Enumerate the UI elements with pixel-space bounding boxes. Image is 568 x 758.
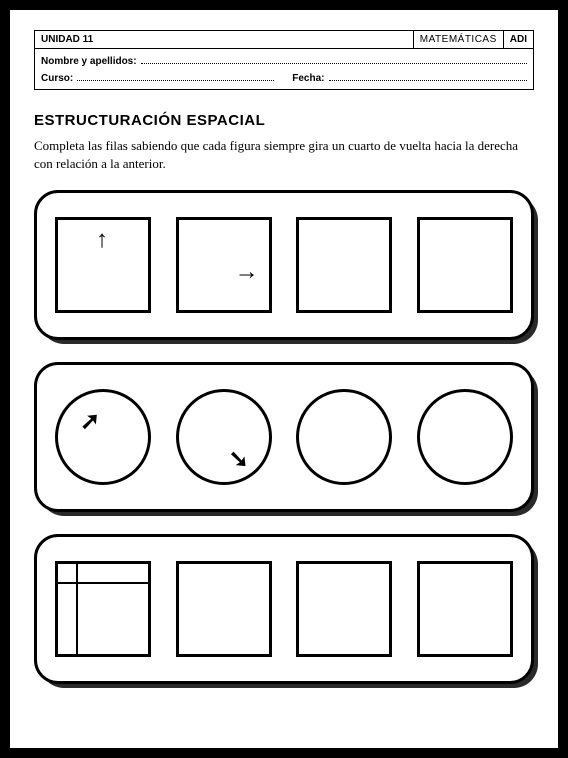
arrow-up-icon: ↑: [96, 228, 108, 252]
course-field-line: [77, 71, 274, 81]
cell-circle: ➘: [176, 389, 272, 485]
panel: ➚ ➘: [34, 362, 534, 512]
unit-label: UNIDAD 11: [35, 31, 413, 48]
grid-line-horizontal: [58, 582, 148, 584]
cell-square-empty: [417, 561, 513, 657]
cell-square-empty: [296, 561, 392, 657]
course-label: Curso:: [41, 73, 73, 84]
name-row: Nombre y apellidos:: [35, 49, 533, 69]
arrow-diag-down-icon: ➘: [229, 448, 249, 472]
section-title: ESTRUCTURACIÓN ESPACIAL: [34, 112, 534, 129]
instructions-text: Completa las filas sabiendo que cada fig…: [34, 137, 534, 172]
cell-circle-empty: [417, 389, 513, 485]
badge-label: ADI: [503, 31, 533, 48]
cell-circle-empty: [296, 389, 392, 485]
worksheet-page: UNIDAD 11 MATEMÁTICAS ADI Nombre y apell…: [0, 0, 568, 758]
panel: [34, 534, 534, 684]
header-row-top: UNIDAD 11 MATEMÁTICAS ADI: [35, 31, 533, 49]
name-label: Nombre y apellidos:: [41, 56, 137, 67]
name-field-line: [141, 54, 527, 64]
date-label: Fecha:: [292, 73, 324, 84]
panel-row-2: ➚ ➘: [34, 362, 534, 512]
arrow-right-icon: →: [235, 260, 259, 284]
panel: ↑ →: [34, 190, 534, 340]
date-field-line: [329, 71, 528, 81]
grid-line-vertical: [76, 564, 78, 654]
arrow-diag-up-icon: ➚: [80, 410, 100, 434]
course-date-row: Curso: Fecha:: [35, 69, 533, 89]
cell-square: →: [176, 217, 272, 313]
panel-row-1: ↑ →: [34, 190, 534, 340]
cell-square: ↑: [55, 217, 151, 313]
cell-square-empty: [176, 561, 272, 657]
cell-square-empty: [417, 217, 513, 313]
cell-circle: ➚: [55, 389, 151, 485]
panel-row-3: [34, 534, 534, 684]
cell-square-empty: [296, 217, 392, 313]
cell-square-grid: [55, 561, 151, 657]
subject-label: MATEMÁTICAS: [413, 31, 503, 48]
header-box: UNIDAD 11 MATEMÁTICAS ADI Nombre y apell…: [34, 30, 534, 90]
